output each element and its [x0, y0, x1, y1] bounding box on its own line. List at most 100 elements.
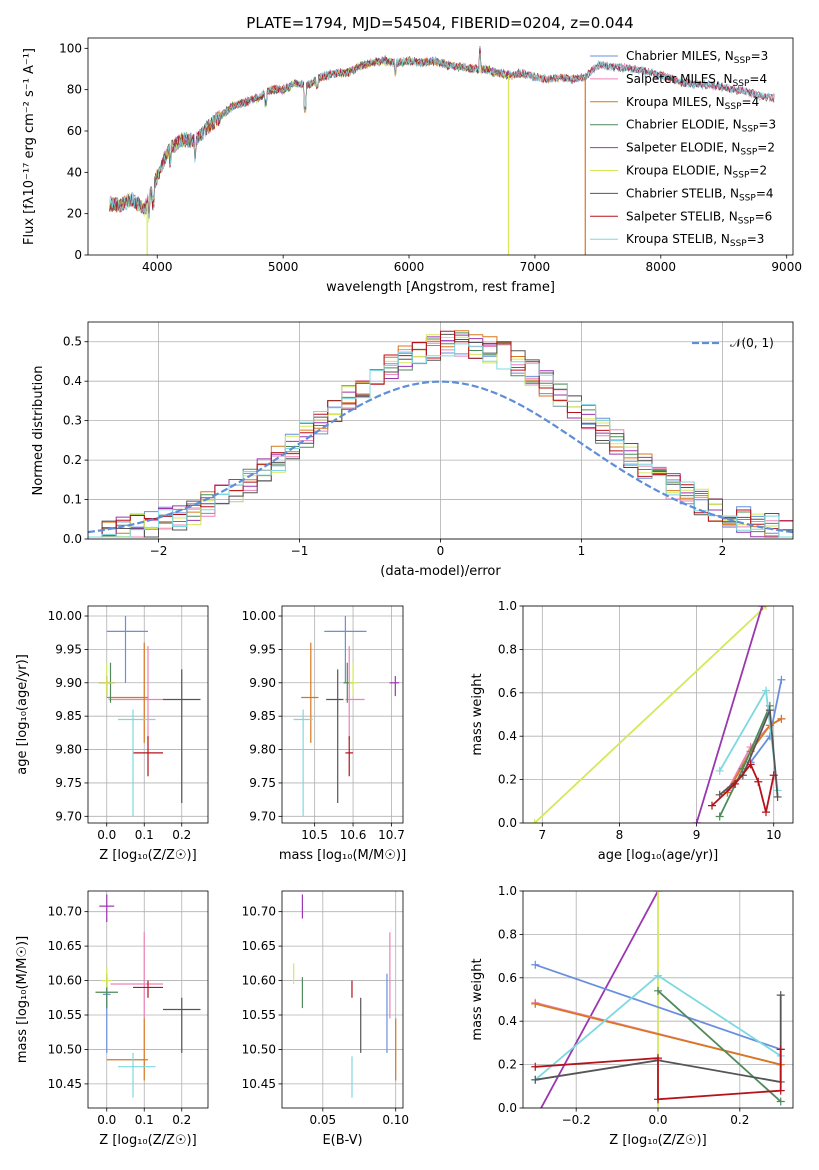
- axes-frame: [87, 605, 209, 824]
- x-tick-label: 0.2: [172, 828, 191, 842]
- y-tick-label: 9.75: [55, 776, 82, 790]
- model-spectrum-line: [109, 52, 775, 218]
- legend-subscript: SSP: [733, 79, 750, 89]
- x-tick-label: 0.2: [730, 1113, 749, 1127]
- y-tick-label: 10.60: [48, 974, 82, 988]
- x-tick-label: 10.6: [340, 828, 367, 842]
- x-tick-label: 7: [538, 828, 546, 842]
- mass-weight-line: [711, 762, 775, 813]
- x-tick-label: −1: [291, 544, 309, 558]
- mass-weight-marker: [654, 1095, 662, 1104]
- mass-weight-marker: [769, 771, 778, 780]
- y-tick-label: 0.3: [63, 414, 82, 428]
- x-tick-label: 8: [616, 828, 624, 842]
- model-spectrum-line: [109, 48, 510, 219]
- y-tick-label: 1.0: [498, 884, 517, 898]
- y-tick-label: 0.8: [498, 927, 517, 941]
- mass-weight-line: [540, 891, 659, 1108]
- mass-weight-marker: [777, 675, 786, 684]
- mass-weight-marker: [531, 960, 540, 969]
- mass-weight-marker: [654, 1054, 662, 1063]
- x-tick-label: 9: [693, 828, 701, 842]
- legend-tail: =2: [749, 164, 767, 178]
- y-axis-label: mass weight: [470, 958, 485, 1040]
- axes-frame: [87, 321, 794, 540]
- mass-weight-marker: [762, 606, 770, 610]
- y-tick-label: 0.0: [498, 1101, 517, 1115]
- x-axis-label: E(B-V): [322, 1133, 362, 1148]
- mass-weight-marker: [776, 991, 785, 1000]
- x-axis-label: Z [log₁₀(Z/Z☉)]: [609, 1133, 706, 1148]
- legend-tail: =4: [742, 95, 760, 109]
- y-tick-label: 10.65: [48, 939, 82, 953]
- x-tick-label: 0.0: [97, 828, 116, 842]
- y-tick-label: 9.85: [249, 709, 276, 723]
- legend-tail: =3: [758, 118, 776, 132]
- plot-area-mass-vs-ebv: [293, 894, 397, 1098]
- mass-weight-marker: [762, 686, 770, 695]
- y-tick-label: 9.75: [249, 776, 276, 790]
- axes-frame: [281, 605, 404, 824]
- mass-weight-line: [535, 1002, 781, 1066]
- y-tick-label: 10.45: [242, 1077, 276, 1091]
- mass-weight-marker: [531, 1062, 540, 1071]
- axes-layer: 4000 5000 6000 7000 8000 9000020406080100wave…: [15, 37, 802, 1148]
- legend-label: Kroupa STELIB, NSSP=3: [626, 232, 764, 249]
- residual-histogram: [88, 343, 793, 538]
- residual-histogram: [88, 330, 793, 538]
- x-tick-label: 9000: [771, 260, 802, 274]
- model-spectrum-line: [109, 47, 510, 217]
- y-tick-label: 9.90: [249, 676, 276, 690]
- mass-weight-marker: [715, 766, 724, 775]
- plot-area-residuals: [88, 330, 793, 538]
- model-spectrum-line: [109, 51, 510, 223]
- x-tick-label: 10.7: [378, 828, 405, 842]
- normal-curve: [88, 380, 793, 534]
- x-tick-label: 0.05: [309, 1113, 336, 1127]
- legend-label: Kroupa ELODIE, NSSP=2: [626, 164, 767, 181]
- y-axis-label: mass [log₁₀(M/M☉)]: [15, 936, 30, 1063]
- mass-weight-marker: [654, 1104, 662, 1108]
- legend-tail: =3: [747, 232, 765, 246]
- legend-subscript: SSP: [739, 193, 756, 203]
- plot-area-age-vs-Z: [99, 616, 201, 817]
- y-tick-label: 10.60: [242, 974, 276, 988]
- mass-weight-marker: [654, 971, 662, 980]
- x-axis-label: mass [log₁₀(M/M☉)]: [279, 848, 406, 863]
- y-axis-label: mass weight: [470, 673, 485, 755]
- x-tick-label: −2: [150, 544, 168, 558]
- y-tick-label: 10.70: [48, 905, 82, 919]
- mass-weight-marker: [758, 606, 767, 610]
- mass-weight-line: [535, 963, 781, 1051]
- y-tick-label: 9.95: [249, 642, 276, 656]
- x-axis-label: Z [log₁₀(Z/Z☉)]: [99, 848, 196, 863]
- mass-weight-marker: [754, 777, 763, 786]
- y-tick-label: 0.2: [498, 773, 517, 787]
- axes-frame: [281, 890, 404, 1109]
- mass-weight-marker: [531, 1075, 540, 1084]
- mass-weight-marker: [715, 812, 724, 821]
- y-tick-label: 10.45: [48, 1077, 82, 1091]
- y-tick-label: 10.00: [242, 609, 276, 623]
- legend-subscript: SSP: [742, 125, 759, 135]
- legend-subscript: SSP: [730, 239, 747, 249]
- y-tick-label: 9.70: [249, 809, 276, 823]
- y-tick-label: 10.70: [242, 905, 276, 919]
- x-axis-label: age [log₁₀(age/yr)]: [598, 848, 719, 863]
- legend-label: Kroupa MILES, NSSP=4: [626, 95, 759, 112]
- mass-weight-marker: [765, 706, 774, 715]
- legend-tail: =6: [755, 209, 773, 223]
- plot-area-age-vs-mass: [293, 616, 400, 817]
- x-tick-label: 5000: [268, 260, 299, 274]
- figure-title: PLATE=1794, MJD=54504, FIBERID=0204, z=0…: [246, 14, 633, 32]
- mass-weight-marker: [731, 779, 740, 788]
- x-tick-label: 0.2: [172, 1113, 191, 1127]
- mass-weight-marker: [773, 792, 782, 801]
- plot-area-spectrum: [109, 46, 775, 255]
- y-tick-label: 0: [74, 248, 82, 262]
- mass-weight-marker: [654, 891, 662, 895]
- mass-weight-marker: [531, 999, 540, 1008]
- legend-tail: =4: [749, 72, 767, 86]
- legend-subscript: SSP: [725, 102, 742, 112]
- y-tick-label: 10.65: [242, 939, 276, 953]
